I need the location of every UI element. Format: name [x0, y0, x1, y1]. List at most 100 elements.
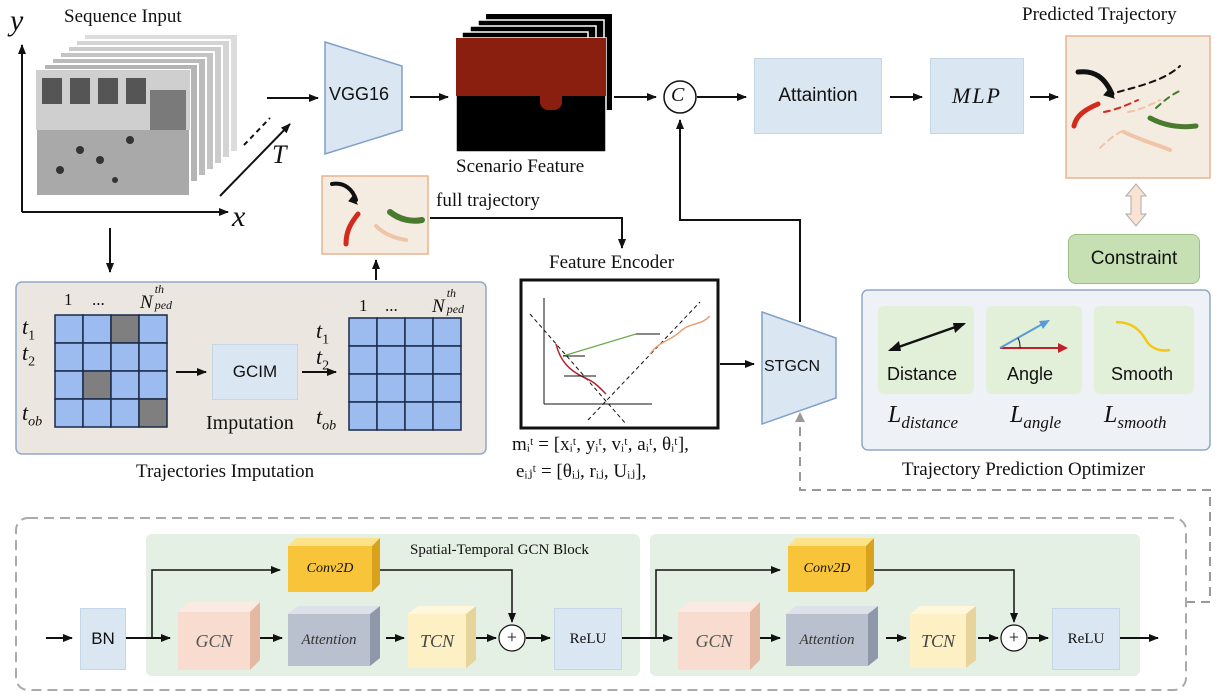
stgcn-label: STGCN [764, 358, 820, 375]
grid-cell [432, 345, 462, 375]
grid-cell [376, 345, 406, 375]
smooth-card [1094, 306, 1194, 394]
angle-icon [999, 320, 1068, 353]
grid-cell [82, 398, 112, 428]
l-distance: Ldistance [888, 402, 959, 432]
relu-module-2: ReLU [1052, 608, 1120, 670]
gcn-label-1-wrap: GCN [178, 612, 250, 670]
tcn-label-2-wrap: TCN [910, 614, 966, 668]
attention-label-2: Attention [799, 631, 855, 648]
grid-cell [404, 401, 434, 431]
scenario-feature-label: Scenario Feature [456, 156, 585, 177]
attention-label-1: Attention [301, 631, 357, 648]
x-axis-label: x [232, 200, 246, 233]
imputation-label: Imputation [206, 412, 294, 434]
plus-label-2: + [1008, 626, 1020, 647]
add-node-1 [498, 624, 526, 652]
smooth-icon [1115, 320, 1171, 352]
col-first-right: 1 [359, 296, 368, 315]
l-smooth: Lsmooth [1104, 402, 1167, 432]
constraint-box: Constraint [1068, 234, 1200, 284]
full-trajectory-panel [321, 175, 429, 255]
concat-node [663, 80, 697, 114]
gcn-box-2 [678, 602, 760, 670]
grid-cell [432, 317, 462, 347]
plus-label-2-wrap: + [1002, 624, 1026, 650]
sequence-frames [35, 33, 239, 197]
predicted-trajectory-curves [1071, 65, 1199, 152]
t-axis-label: T [272, 140, 287, 169]
row-t2-right: t2 [316, 344, 330, 374]
distance-label: Distance [887, 364, 958, 384]
plus-label-1: + [506, 626, 518, 647]
grid-cell [138, 314, 168, 344]
relu-label-2: ReLU [1067, 630, 1105, 647]
grid-cell [376, 317, 406, 347]
vgg16-shape [324, 40, 403, 156]
angle-label: Angle [1007, 364, 1054, 384]
tcn-label-1: TCN [419, 630, 455, 651]
grid-cell [404, 345, 434, 375]
grid-cell [54, 342, 84, 372]
grid-cell [348, 401, 378, 431]
conv2d-label-1-wrap: Conv2D [288, 546, 372, 592]
bn-module: BN [80, 608, 126, 670]
full-trajectory-curves [330, 181, 425, 247]
row-t2-left: t2 [22, 340, 36, 370]
row-tob-right: tob [316, 404, 337, 434]
attention-module: Attaintion [754, 58, 882, 134]
tcn-box-2 [910, 606, 976, 668]
feature-encoder-box [519, 278, 720, 430]
optimizer-caption: Trajectory Prediction Optimizer [902, 459, 1146, 480]
grid-cell [138, 342, 168, 372]
feature-encoder-plot [529, 298, 711, 425]
grid-cell [54, 370, 84, 400]
imputation-caption: Trajectories Imputation [136, 461, 315, 482]
bn-label: BN [91, 629, 115, 648]
e-equation: eᵢⱼᵗ = [θᵢⱼ, rᵢⱼ, Uᵢⱼ], [516, 461, 647, 482]
tcn-label-1-wrap: TCN [408, 614, 466, 668]
distance-icon [889, 322, 965, 352]
complete-grid [348, 317, 462, 431]
attention-box-2 [786, 606, 878, 666]
grid-cell [376, 401, 406, 431]
plus-label-1-wrap: + [500, 624, 524, 650]
sequence-input-label: Sequence Input [64, 6, 182, 27]
add-node-2 [1000, 624, 1028, 652]
scenario-feature-stack [455, 14, 612, 153]
col-first-left: 1 [64, 290, 73, 309]
m-equation: mᵢᵗ = [xᵢᵗ, yᵢᵗ, vᵢᵗ, aᵢᵗ, θᵢᵗ], [512, 434, 689, 455]
grid-cell [110, 342, 140, 372]
conv2d-label-1: Conv2D [306, 561, 354, 576]
row-t1-right: t1 [316, 318, 330, 348]
tcn-box-1 [408, 606, 476, 668]
constraint-label: Constraint [1090, 248, 1178, 269]
concat-label: C [671, 84, 685, 106]
full-trajectory-label: full trajectory [436, 190, 540, 211]
vgg16-label: VGG16 [329, 84, 390, 104]
grid-cell [54, 398, 84, 428]
conv2d-label-2: Conv2D [803, 561, 851, 576]
grid-cell [432, 401, 462, 431]
grid-cell [82, 314, 112, 344]
attention-box-1 [288, 606, 380, 666]
gcn-box-1 [178, 602, 260, 670]
grid-cell [348, 345, 378, 375]
l-angle: Langle [1010, 402, 1062, 432]
attention-module-label: Attaintion [778, 85, 858, 106]
grid-cell-missing [138, 398, 168, 428]
attention-label-2-wrap: Attention [786, 614, 868, 666]
conv2d-box-2 [788, 538, 874, 592]
grid-cell [138, 370, 168, 400]
predicted-trajectory-label: Predicted Trajectory [1022, 4, 1177, 25]
relu-module-1: ReLU [554, 608, 622, 670]
attention-label-1-wrap: Attention [288, 614, 370, 666]
gcn-label-1: GCN [195, 630, 233, 651]
double-arrow [1124, 183, 1148, 227]
grid-cell [376, 373, 406, 403]
t-axis-line [219, 123, 291, 197]
